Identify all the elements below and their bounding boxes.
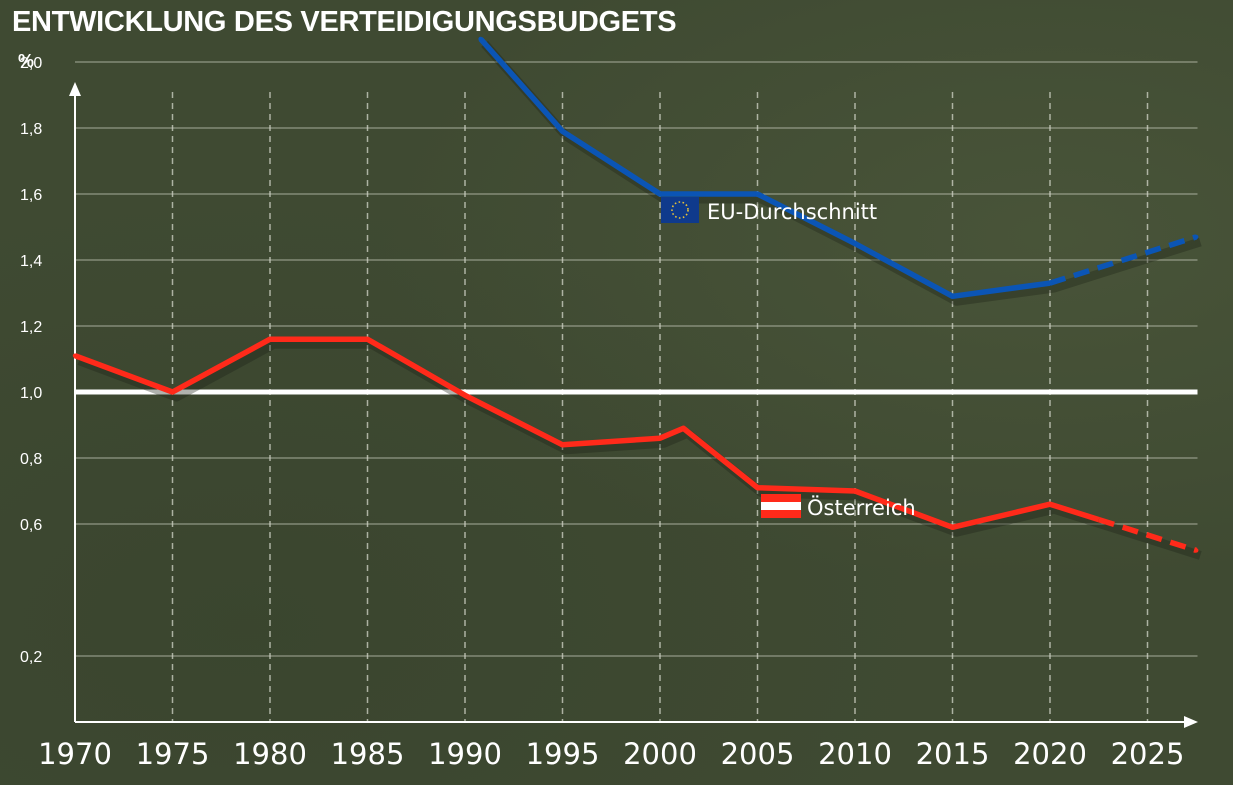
axes: % <box>18 51 1198 728</box>
eu-data-point <box>950 294 955 299</box>
x-tick-label: 2000 <box>623 737 697 771</box>
x-tick-label: 2005 <box>721 737 795 771</box>
x-tick-label: 2025 <box>1111 737 1185 771</box>
eu-data-point <box>755 191 760 197</box>
x-tick-label: 1970 <box>38 737 112 771</box>
austria-series-forecast-line <box>1097 516 1198 554</box>
y-tick-label: 1,0 <box>20 385 42 402</box>
y-tick-label: 0,2 <box>20 649 42 666</box>
y-tick-label: 1,8 <box>20 121 42 138</box>
x-tick-label: 2010 <box>818 737 892 771</box>
y-tick-label: 1,6 <box>20 187 42 204</box>
eu-data-point <box>657 191 663 197</box>
x-tick-label: 1975 <box>136 737 210 771</box>
series <box>72 36 1202 560</box>
eu-data-point <box>1047 280 1053 286</box>
x-tick-label: 2020 <box>1013 737 1087 771</box>
x-tick-label: 1985 <box>331 737 405 771</box>
eu-data-point <box>560 129 565 134</box>
austria-data-point <box>267 337 273 342</box>
chart-title: ENTWICKLUNG DES VERTEIDIGUNGSBUDGETS <box>12 6 677 38</box>
austria-data-point <box>365 337 370 342</box>
eu-series-shadow <box>481 40 1202 306</box>
austria-data-point <box>462 393 468 398</box>
austria-data-point <box>681 426 686 431</box>
y-tick-label: 2,0 <box>20 55 42 72</box>
x-axis-arrow-icon <box>1184 716 1198 728</box>
series-labels: EU-Durchschnitt Österreich <box>661 197 916 520</box>
x-tick-label: 1980 <box>233 737 307 771</box>
eu-series-forecast-line <box>1049 234 1198 286</box>
x-tick-label: 2015 <box>916 737 990 771</box>
x-ticks: 1970 1975 1980 1985 1990 1995 2000 2005 2010 2015… <box>38 737 1184 771</box>
eu-series-line <box>478 37 1051 300</box>
austria-data-point <box>1194 548 1199 553</box>
austria-series-name: Österreich <box>807 495 916 520</box>
austria-data-point <box>560 442 565 447</box>
eu-series-name: EU-Durchschnitt <box>707 200 877 224</box>
austria-data-point <box>72 353 78 358</box>
austria-data-point <box>852 488 858 494</box>
x-tick-label: 1995 <box>526 737 600 771</box>
y-axis-arrow-icon <box>69 82 81 96</box>
y-tick-label: 0,6 <box>20 517 42 534</box>
austria-data-point <box>657 436 663 441</box>
eu-data-point <box>1194 234 1199 240</box>
austria-series-shadow <box>77 339 1202 560</box>
austria-flag-icon <box>761 494 801 518</box>
y-tick-label: 1,2 <box>20 319 42 336</box>
eu-data-point <box>478 36 483 42</box>
austria-series-label: Österreich <box>761 494 916 520</box>
y-axis-unit-label: % <box>18 51 34 71</box>
eu-flag-icon <box>661 197 699 223</box>
y-ticks: 0,2 0,6 0,8 1,0 1,2 1,4 1,6 1,8 2,0 <box>20 55 42 666</box>
austria-data-point <box>1047 502 1053 507</box>
austria-data-point <box>755 485 760 490</box>
y-tick-label: 1,4 <box>20 253 42 270</box>
austria-data-point <box>950 525 955 530</box>
grid <box>75 61 1198 722</box>
eu-series-label: EU-Durchschnitt <box>661 197 877 224</box>
y-tick-label: 0,8 <box>20 451 42 468</box>
austria-data-point <box>170 389 175 395</box>
eu-data-point <box>852 241 858 246</box>
x-tick-label: 1990 <box>428 737 502 771</box>
